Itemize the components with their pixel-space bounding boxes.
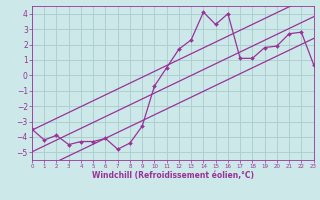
X-axis label: Windchill (Refroidissement éolien,°C): Windchill (Refroidissement éolien,°C) xyxy=(92,171,254,180)
